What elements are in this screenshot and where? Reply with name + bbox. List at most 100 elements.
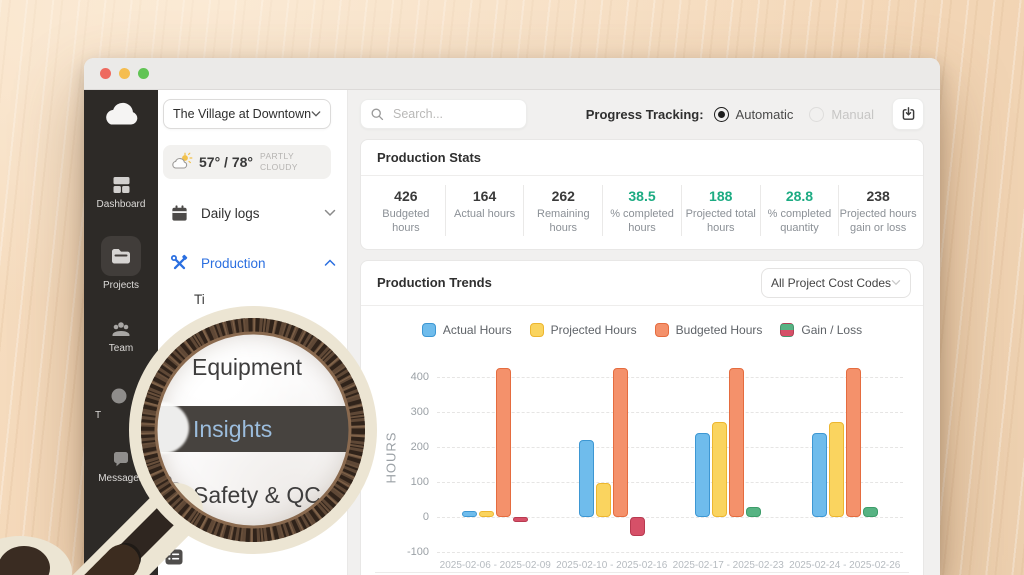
- magnified-item-insights[interactable]: Insights: [193, 416, 273, 442]
- y-tick-label: 100: [410, 475, 429, 488]
- chart-plot: 400 300 200 100 0 -100 2025-02-06 - 2025-02-09…: [407, 367, 903, 571]
- window-titlebar[interactable]: [84, 58, 940, 90]
- chart-area: HOURS 400 300 200 100 0 -100 2025-02-06 - 2025…: [375, 344, 909, 573]
- rail-label: Projects: [102, 280, 140, 291]
- gridline: [437, 551, 903, 553]
- y-tick-label: 0: [422, 510, 429, 523]
- bar-budgeted-hours[interactable]: [496, 367, 512, 517]
- search-input[interactable]: [391, 106, 511, 122]
- rail-label: T: [95, 410, 102, 421]
- gridline: [437, 411, 903, 413]
- sidebar-item-hidden[interactable]: T: [84, 386, 158, 421]
- sidebar-subitem-partial[interactable]: Ti: [194, 292, 205, 307]
- bar-budgeted-hours[interactable]: [729, 367, 745, 517]
- bar-actual-hours[interactable]: [462, 511, 478, 517]
- stat-actual-hours: 164 Actual hours: [444, 185, 524, 236]
- stat-value: 188: [709, 188, 733, 204]
- handle-pommel: [0, 546, 50, 575]
- minimize-window-button[interactable]: [119, 68, 130, 79]
- x-category-label: 2025-02-17 - 2025-02-23: [672, 559, 784, 571]
- bar-gain-loss[interactable]: [629, 516, 645, 536]
- legend-item-gain-loss[interactable]: Gain / Loss: [780, 322, 863, 337]
- close-window-button[interactable]: [100, 68, 111, 79]
- bar-gain-loss[interactable]: [513, 516, 529, 522]
- sidebar-item-label: Ti: [194, 292, 205, 307]
- cost-codes-dropdown-label: All Project Cost Codes: [771, 275, 892, 290]
- legend-item-actual-hours[interactable]: Actual Hours: [421, 322, 512, 337]
- first-aid-icon: [155, 476, 181, 506]
- y-tick-label: -100: [406, 545, 429, 558]
- stat-value: 238: [866, 188, 890, 204]
- radio-manual[interactable]: Manual: [809, 106, 874, 122]
- legend-item-budgeted-hours[interactable]: Budgeted Hours: [654, 322, 763, 337]
- bar-projected-hours[interactable]: [595, 483, 611, 517]
- production-trends-card: Production Trends All Project Cost Codes…: [360, 259, 924, 575]
- tools-icon: [170, 254, 188, 269]
- gridline: [437, 446, 903, 448]
- progress-tracking-label: Progress Tracking:: [585, 106, 704, 122]
- icon-rail: Dashboard Projects Team T: [84, 90, 158, 575]
- sidebar-item-dashboard[interactable]: Dashboard: [84, 175, 158, 210]
- legend-label: Gain / Loss: [801, 322, 863, 337]
- stats-card-title: Production Stats: [361, 140, 923, 176]
- handle-tip-outline: [0, 536, 72, 575]
- stat-completed-quantity: 28.8 % completed quantity: [759, 185, 839, 236]
- stat-label: Actual hours: [454, 208, 516, 220]
- stat-remaining-hours: 262 Remaining hours: [523, 185, 602, 236]
- stat-label: Projected total hours: [685, 208, 756, 235]
- stat-projected-hours-gain-or-loss: 238 Projected hours gain or loss: [838, 185, 917, 236]
- sidebar-item-production[interactable]: Production: [170, 250, 336, 276]
- sidebar-item-daily-logs[interactable]: Daily logs: [170, 200, 336, 226]
- production-stats-card: Production Stats 426 Budgeted hours 164 Act…: [360, 139, 924, 250]
- legend-label: Projected Hours: [550, 322, 637, 337]
- bar-gain-loss[interactable]: [862, 506, 878, 517]
- app-logo[interactable]: [84, 102, 158, 132]
- bar-gain-loss[interactable]: [746, 506, 762, 517]
- list-icon: [165, 549, 183, 565]
- radio-label: Manual: [831, 106, 874, 122]
- radio-automatic[interactable]: Automatic: [713, 106, 793, 122]
- cost-codes-dropdown[interactable]: All Project Cost Codes: [761, 267, 911, 298]
- project-selector-label: The Village at Downtown: [173, 107, 312, 121]
- export-button[interactable]: [892, 98, 924, 130]
- stat-budgeted-hours: 426 Budgeted hours: [367, 185, 445, 236]
- stat-completed-hours: 38.5 % completed hours: [602, 185, 681, 236]
- legend-swatch: [654, 322, 669, 337]
- stat-value: 38.5: [628, 188, 656, 204]
- sidebar-item-projects[interactable]: Projects: [84, 236, 158, 291]
- sidebar-item-messages[interactable]: Messages: [84, 450, 158, 484]
- bar-actual-hours[interactable]: [695, 432, 711, 517]
- chevron-down-icon: [324, 209, 336, 217]
- x-category-label: 2025-02-24 - 2025-02-26: [789, 559, 901, 571]
- weather-widget: 57° / 78° PARTLY CLOUDY: [163, 145, 331, 179]
- radio-selected-icon: [713, 106, 729, 122]
- project-selector[interactable]: The Village at Downtown: [163, 99, 331, 129]
- chevron-up-icon: [324, 259, 336, 266]
- sidebar-item-team[interactable]: Team: [84, 318, 158, 354]
- legend-label: Budgeted Hours: [675, 322, 763, 337]
- stat-label: Budgeted hours: [382, 208, 430, 235]
- weather-temps: 57° / 78°: [199, 154, 254, 170]
- bar-actual-hours[interactable]: [578, 439, 594, 517]
- stat-projected-total-hours: 188 Projected total hours: [680, 185, 760, 236]
- sidebar-item-bottom-partial[interactable]: [165, 549, 183, 570]
- legend-item-projected-hours[interactable]: Projected Hours: [529, 322, 637, 337]
- partly-cloudy-icon: [172, 152, 193, 169]
- bar-projected-hours[interactable]: [828, 422, 844, 517]
- bar-projected-hours[interactable]: [712, 422, 728, 517]
- maximize-window-button[interactable]: [138, 68, 149, 79]
- dashboard-grid-icon: [113, 177, 129, 193]
- magnified-item-safety-qc[interactable]: Safety & QC: [193, 482, 321, 508]
- bar-actual-hours[interactable]: [811, 432, 827, 517]
- stat-value: 426: [394, 188, 418, 204]
- bar-budgeted-hours[interactable]: [845, 367, 861, 517]
- magnified-item-equipment[interactable]: Equipment: [192, 354, 302, 380]
- gridline: [437, 516, 903, 518]
- bar-budgeted-hours[interactable]: [612, 367, 628, 517]
- bar-projected-hours[interactable]: [479, 511, 495, 517]
- magnifier-lens: Equipment Insights Safety & QC: [155, 332, 351, 528]
- stat-value: 262: [551, 188, 575, 204]
- search-box[interactable]: [360, 99, 527, 129]
- rail-label: Dashboard: [96, 199, 146, 210]
- cloud-logo-icon: [106, 102, 138, 125]
